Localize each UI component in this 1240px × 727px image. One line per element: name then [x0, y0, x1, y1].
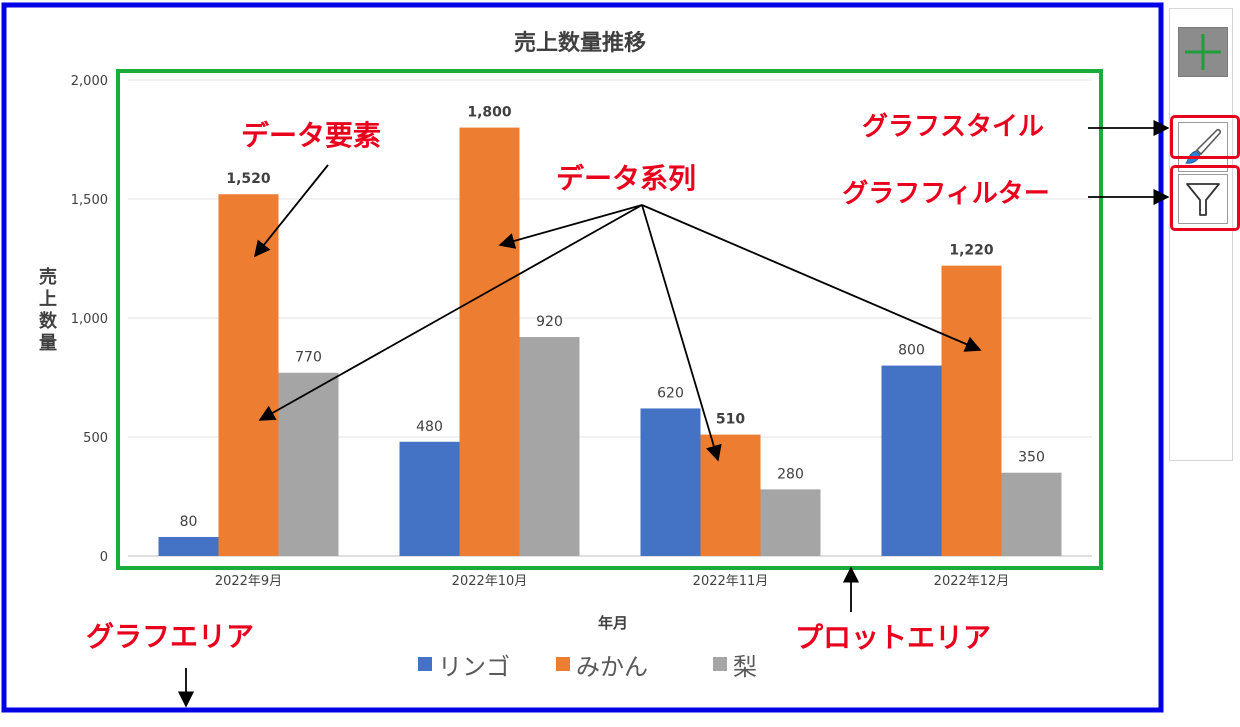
y-axis-label: 売上数量 — [39, 266, 58, 354]
data-label: 920 — [536, 314, 563, 330]
data-label: 350 — [1018, 450, 1045, 466]
legend-swatch — [556, 657, 570, 671]
data-label: 80 — [180, 514, 198, 530]
arrow-series-orange-sep — [258, 204, 643, 421]
x-tick-label: 2022年11月 — [693, 574, 769, 589]
x-tick-label: 2022年10月 — [452, 574, 528, 589]
bar — [278, 372, 339, 556]
x-tick-labels: 2022年9月 2022年10月 2022年11月 2022年12月 — [215, 574, 1010, 589]
chart-title: 売上数量推移 — [514, 30, 646, 56]
bar — [218, 194, 279, 557]
highlight-chart-filter — [1170, 165, 1240, 231]
bar — [519, 337, 580, 556]
legend-label: リンゴ — [438, 653, 510, 681]
callout-chart-filter: グラフフィルター — [842, 179, 1049, 209]
bar — [760, 489, 821, 556]
chart-filter-button[interactable] — [1178, 174, 1228, 224]
callout-chart-style: グラフスタイル — [862, 112, 1044, 142]
callout-arrows — [177, 119, 1170, 708]
funnel-icon — [1186, 183, 1220, 216]
legend-label: みかん — [576, 653, 648, 681]
chart-area-border — [1, 2, 1164, 713]
arrow-series-orange-nov — [641, 204, 722, 462]
y-tick-labels: 0 500 1,000 1,500 2,000 — [71, 74, 108, 565]
data-label: 1,220 — [949, 243, 994, 259]
highlight-chart-style — [1170, 115, 1240, 159]
data-label: 800 — [898, 343, 925, 359]
callout-chart-area: グラフエリア — [86, 620, 254, 653]
arrow-series-orange-oct — [498, 204, 643, 249]
bar — [640, 408, 701, 556]
x-tick-label: 2022年12月 — [934, 574, 1010, 589]
legend: リンゴ みかん 梨 — [418, 653, 757, 681]
y-tick-label: 2,000 — [71, 74, 108, 89]
callout-plot-area: プロットエリア — [795, 621, 991, 654]
y-tick-label: 1,000 — [71, 312, 108, 327]
bar — [1001, 472, 1062, 556]
legend-swatch — [418, 657, 432, 671]
data-label: 1,800 — [467, 105, 512, 121]
chart-elements-button[interactable] — [1178, 27, 1228, 77]
callout-data-series: データ系列 — [556, 162, 696, 195]
data-label: 620 — [657, 385, 684, 401]
y-axis-label-text: 売上数量 — [39, 266, 58, 354]
bar — [700, 434, 761, 556]
y-tick-label: 1,500 — [71, 193, 108, 208]
bar — [881, 365, 942, 556]
arrow-data-element — [253, 164, 329, 258]
plus-icon — [1185, 34, 1221, 70]
data-label: 770 — [295, 350, 322, 366]
bar — [941, 265, 1002, 556]
y-tick-label: 500 — [83, 431, 108, 446]
data-label: 480 — [416, 419, 443, 435]
data-label: 280 — [777, 466, 804, 482]
bar — [459, 127, 520, 556]
arrow-series-orange-dec — [641, 204, 982, 352]
legend-label: 梨 — [733, 653, 757, 681]
x-axis-label: 年月 — [598, 614, 628, 632]
plot-area-border — [116, 69, 1103, 570]
data-label: 1,520 — [226, 171, 271, 187]
data-labels: 80 1,520 770 480 1,800 920 620 510 280 800 1,220 35… — [180, 105, 1045, 530]
chart-style-button[interactable] — [1178, 122, 1228, 172]
callout-data-element: データ要素 — [241, 119, 381, 152]
bar — [158, 536, 219, 556]
bar — [399, 441, 460, 556]
chart-tools-panel — [1169, 8, 1233, 461]
legend-swatch — [713, 657, 727, 671]
x-tick-label: 2022年9月 — [215, 574, 282, 589]
y-tick-label: 0 — [100, 550, 108, 565]
data-label: 510 — [716, 412, 745, 428]
